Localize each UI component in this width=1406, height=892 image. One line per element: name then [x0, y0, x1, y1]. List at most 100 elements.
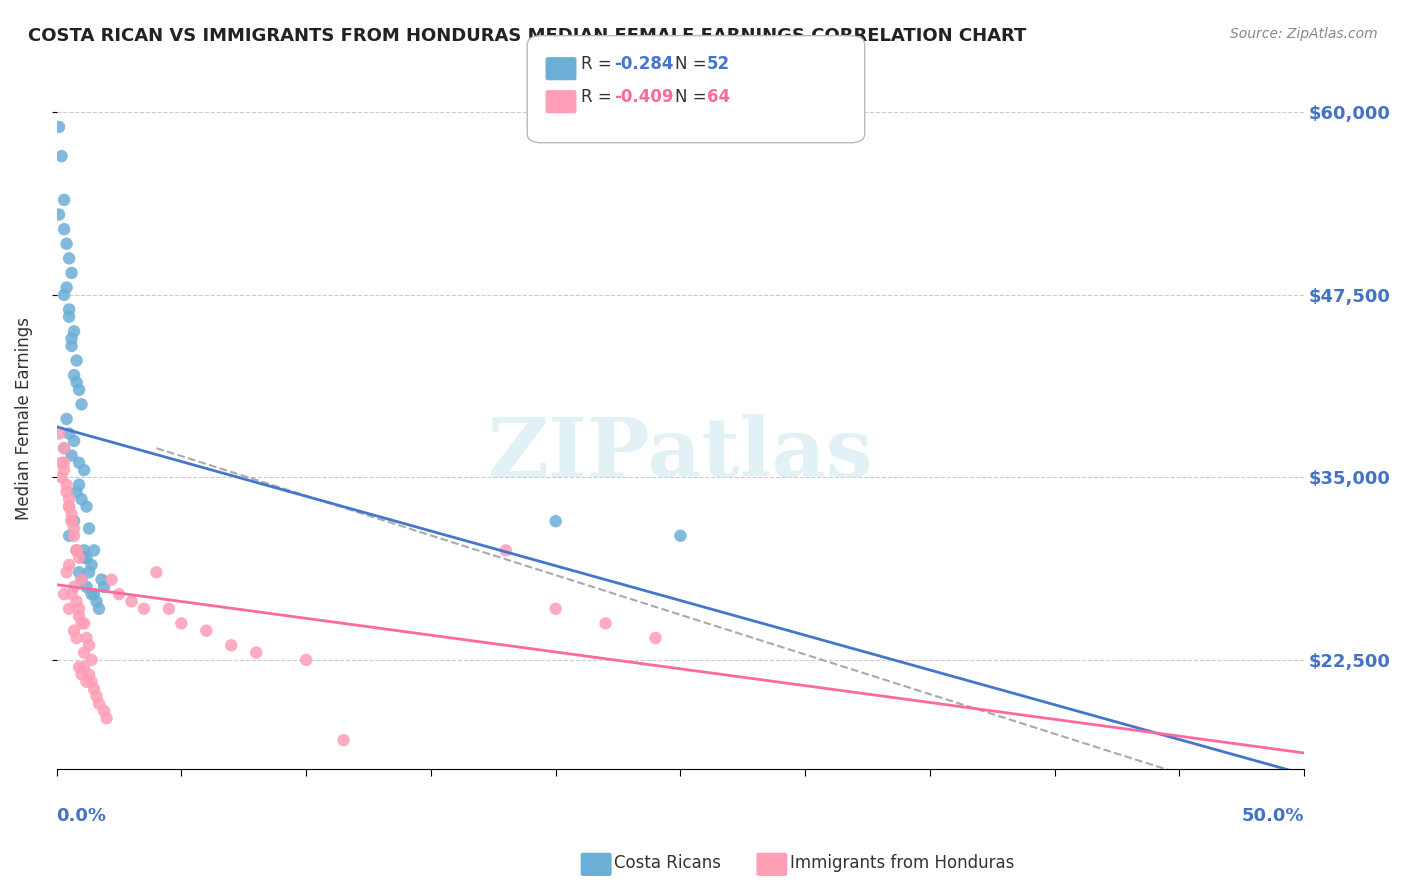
Point	[58, 310, 80, 324]
Point	[73, 550, 96, 565]
Point	[93, 704, 115, 718]
Point	[60, 507, 83, 521]
Text: -0.284: -0.284	[614, 55, 673, 73]
Point	[83, 587, 105, 601]
Point	[67, 383, 90, 397]
Point	[195, 624, 218, 638]
Point	[65, 353, 87, 368]
Point	[67, 550, 90, 565]
Point	[93, 580, 115, 594]
Point	[86, 690, 108, 704]
Point	[544, 514, 567, 528]
Y-axis label: Median Female Earnings: Median Female Earnings	[15, 318, 32, 520]
Point	[48, 120, 70, 134]
Point	[595, 616, 617, 631]
Point	[332, 733, 354, 747]
Text: -0.409: -0.409	[614, 88, 673, 106]
Text: ZIPatlas: ZIPatlas	[488, 414, 873, 494]
Point	[55, 485, 77, 500]
Text: N =: N =	[675, 88, 711, 106]
Point	[145, 566, 167, 580]
Text: N =: N =	[675, 55, 711, 73]
Point	[70, 616, 93, 631]
Point	[80, 587, 103, 601]
Point	[67, 660, 90, 674]
Point	[644, 631, 666, 645]
Point	[58, 302, 80, 317]
Point	[60, 332, 83, 346]
Point	[73, 463, 96, 477]
Point	[60, 266, 83, 280]
Point	[76, 500, 98, 514]
Point	[67, 609, 90, 624]
Point	[48, 208, 70, 222]
Point	[121, 594, 143, 608]
Point	[53, 441, 76, 455]
Point	[63, 368, 86, 383]
Point	[67, 601, 90, 615]
Point	[70, 573, 93, 587]
Point	[65, 594, 87, 608]
Point	[53, 441, 76, 455]
Point	[63, 580, 86, 594]
Point	[58, 252, 80, 266]
Point	[55, 566, 77, 580]
Point	[60, 339, 83, 353]
Point	[55, 477, 77, 491]
Point	[51, 149, 73, 163]
Point	[55, 280, 77, 294]
Point	[76, 631, 98, 645]
Text: 50.0%: 50.0%	[1241, 806, 1305, 824]
Point	[86, 594, 108, 608]
Point	[51, 456, 73, 470]
Point	[544, 601, 567, 615]
Point	[53, 463, 76, 477]
Point	[77, 667, 100, 681]
Point	[65, 543, 87, 558]
Point	[76, 550, 98, 565]
Point	[73, 616, 96, 631]
Point	[60, 587, 83, 601]
Text: COSTA RICAN VS IMMIGRANTS FROM HONDURAS MEDIAN FEMALE EARNINGS CORRELATION CHART: COSTA RICAN VS IMMIGRANTS FROM HONDURAS …	[28, 27, 1026, 45]
Point	[65, 376, 87, 390]
Text: Costa Ricans: Costa Ricans	[614, 854, 721, 871]
Point	[219, 638, 242, 652]
Point	[76, 580, 98, 594]
Point	[295, 653, 318, 667]
Point	[55, 236, 77, 251]
Text: 64: 64	[707, 88, 730, 106]
Point	[63, 529, 86, 543]
Point	[245, 646, 267, 660]
Text: R =: R =	[581, 88, 617, 106]
Text: Source: ZipAtlas.com: Source: ZipAtlas.com	[1230, 27, 1378, 41]
Point	[58, 601, 80, 615]
Point	[63, 624, 86, 638]
Point	[63, 434, 86, 448]
Point	[87, 697, 110, 711]
Point	[80, 674, 103, 689]
Point	[77, 521, 100, 535]
Point	[83, 682, 105, 697]
Point	[87, 601, 110, 615]
Point	[53, 587, 76, 601]
Point	[55, 412, 77, 426]
Point	[669, 529, 692, 543]
Point	[70, 492, 93, 507]
Point	[58, 558, 80, 572]
Point	[58, 426, 80, 441]
Point	[67, 566, 90, 580]
Point	[77, 566, 100, 580]
Point	[65, 631, 87, 645]
Point	[63, 514, 86, 528]
Point	[48, 426, 70, 441]
Point	[53, 193, 76, 207]
Point	[96, 711, 118, 725]
Point	[76, 674, 98, 689]
Point	[70, 667, 93, 681]
Point	[83, 543, 105, 558]
Text: R =: R =	[581, 55, 617, 73]
Point	[90, 573, 112, 587]
Point	[100, 573, 122, 587]
Point	[51, 470, 73, 484]
Point	[65, 543, 87, 558]
